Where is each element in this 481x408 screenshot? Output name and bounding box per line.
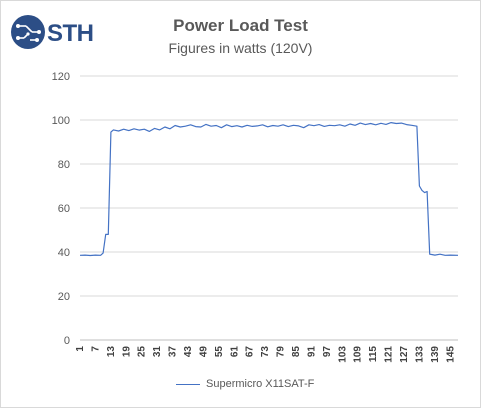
y-axis-ticks: 0 20 40 60 80 100 120 [52, 71, 70, 347]
x-tick-label: 73 [260, 346, 271, 358]
x-tick-label: 37 [168, 346, 179, 358]
y-tick-label: 80 [58, 159, 70, 171]
chart-subtitle: Figures in watts (120V) [168, 40, 313, 56]
logo-text: STH [47, 20, 94, 47]
x-tick-label: 145 [445, 346, 456, 363]
x-tick-label: 55 [214, 346, 225, 358]
y-tick-label: 60 [58, 203, 70, 215]
x-tick-label: 31 [152, 346, 163, 358]
y-tick-label: 0 [64, 335, 70, 347]
y-tick-label: 20 [58, 291, 70, 303]
legend: Supermicro X11SAT-F [176, 378, 314, 390]
x-tick-label: 121 [384, 346, 395, 363]
x-tick-label: 91 [306, 346, 317, 358]
x-tick-label: 7 [90, 346, 101, 352]
x-axis-ticks: 1 7 13 19 25 31 37 43 49 55 61 67 73 79 85 91 97 103 109 11… [75, 346, 456, 363]
x-tick-label: 19 [121, 346, 132, 358]
x-tick-label: 103 [337, 346, 348, 363]
x-tick-label: 13 [106, 346, 117, 358]
y-tick-label: 40 [58, 247, 70, 259]
series-line-0 [79, 121, 459, 257]
x-tick-label: 67 [245, 346, 256, 358]
x-tick-label: 133 [414, 346, 425, 363]
chart-title: Power Load Test [173, 16, 308, 35]
y-tick-label: 120 [52, 71, 70, 83]
x-tick-label: 85 [291, 346, 302, 358]
x-tick-label: 115 [368, 346, 379, 363]
y-tick-label: 100 [52, 115, 70, 127]
series-group [79, 121, 459, 257]
x-tick-label: 49 [198, 346, 209, 358]
legend-swatch [176, 383, 200, 385]
sth-logo [10, 14, 84, 54]
x-tick-label: 109 [353, 346, 364, 363]
x-tick-label: 25 [137, 346, 148, 358]
gridlines [80, 75, 458, 297]
x-tick-label: 43 [183, 346, 194, 358]
sth-logo-icon [11, 15, 45, 49]
x-tick-label: 1 [75, 346, 86, 352]
x-tick-label: 61 [229, 346, 240, 358]
x-tick-label: 97 [322, 346, 333, 358]
legend-label: Supermicro X11SAT-F [206, 378, 315, 390]
x-tick-label: 139 [430, 346, 441, 363]
x-tick-label: 127 [399, 346, 410, 363]
x-tick-label: 79 [276, 346, 287, 358]
